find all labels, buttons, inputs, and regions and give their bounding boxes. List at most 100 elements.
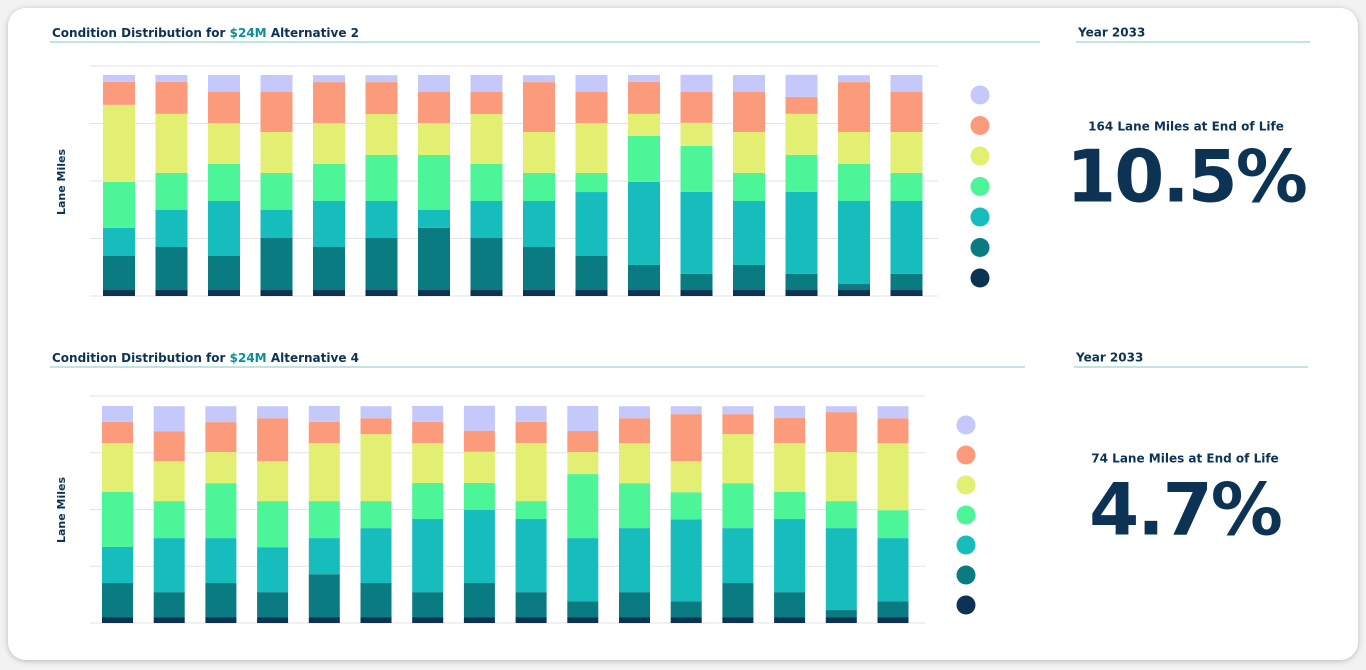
bar-segment [257, 418, 289, 462]
bar-segment [463, 509, 495, 584]
bar-segment [838, 163, 870, 202]
legend-swatch [956, 595, 976, 615]
bar-segment [877, 418, 909, 444]
bar-segment [308, 421, 340, 443]
bar-segment [628, 113, 660, 136]
bar-segment [313, 163, 345, 202]
bar-segment [463, 405, 495, 431]
bar-segment [365, 201, 398, 239]
bar-segment [838, 75, 870, 83]
bar-segment [257, 592, 289, 618]
bar-segment [260, 74, 293, 92]
bar-segment [722, 434, 754, 484]
bar-segment [205, 406, 237, 423]
panel-caption: 164 Lane Miles at End of Life [1088, 120, 1284, 134]
bar-segment [733, 91, 765, 133]
bar-segment [360, 434, 392, 502]
bar-segment [838, 201, 870, 285]
bar-segment [412, 405, 444, 422]
bar-segment [680, 74, 713, 92]
bar-segment [205, 452, 237, 484]
bar-segment [470, 163, 503, 202]
bar-segment [523, 201, 555, 248]
bar-segment [260, 132, 293, 173]
bar-segment [670, 406, 702, 415]
bar-segment [412, 519, 444, 593]
bar-segment [412, 442, 444, 483]
bar-segment [412, 482, 444, 520]
bar-segment [670, 414, 702, 462]
bar-segment [103, 255, 135, 291]
bar-segment [838, 284, 870, 291]
bar-segment [102, 492, 133, 547]
bar-segment [877, 601, 909, 618]
bar-segment [785, 154, 818, 192]
bar-segment [619, 443, 650, 484]
bar-segment [205, 538, 237, 584]
bar-segment [774, 442, 806, 493]
bar-segment [470, 114, 503, 164]
bar-segment [418, 209, 450, 228]
bar-segment [205, 617, 237, 623]
bar-segment [785, 290, 818, 296]
panel-heading: Year 2033 [1075, 351, 1143, 365]
bar-segment [308, 538, 340, 575]
bar-segment [313, 290, 345, 296]
bar-segment [890, 273, 923, 291]
bar-segment [838, 290, 870, 296]
bar-segment [360, 617, 392, 623]
bar-segment [463, 451, 495, 483]
bar-segment [418, 290, 450, 296]
bar-segment [153, 406, 185, 432]
bar-segment [470, 91, 503, 115]
bar-segment [825, 406, 857, 413]
bar-segment [155, 113, 188, 173]
bar-segment [825, 610, 857, 618]
bar-segment [619, 528, 650, 593]
bar-segment [890, 201, 923, 274]
bar-segment [153, 592, 185, 618]
bar-segment [575, 74, 608, 92]
bar-segment [470, 290, 503, 296]
bar-segment [838, 132, 870, 164]
title-suffix: Alternative 2 [271, 26, 359, 40]
bar-segment [155, 290, 188, 296]
bar-segment [155, 172, 188, 210]
title-highlight: $24M [230, 351, 267, 365]
bar-segment [153, 501, 185, 539]
bar-segment [412, 617, 444, 623]
bar-segment [102, 546, 133, 584]
bar-segment [463, 617, 495, 623]
bar-segment [619, 418, 650, 444]
bar-segment [670, 519, 702, 602]
bar-segment [418, 91, 450, 124]
bar-segment [575, 290, 608, 296]
bar-segment [515, 592, 547, 618]
bar-segment [103, 74, 135, 82]
bar-segment [619, 483, 650, 529]
bar-segment [260, 209, 293, 239]
bar-segment [515, 421, 547, 443]
bar-segment [208, 163, 240, 202]
bar-segment [257, 547, 289, 593]
legend-swatch [956, 565, 976, 585]
bar-segment [208, 201, 240, 256]
bar-segment [680, 91, 713, 123]
bar-segment [722, 414, 754, 435]
bar-segment [208, 255, 240, 291]
bar-segment [412, 421, 444, 443]
bar-segment [722, 528, 754, 584]
bar-segment [680, 145, 713, 192]
bar-segment [308, 617, 340, 623]
bar-segment [257, 461, 289, 502]
bar-segment [257, 406, 289, 419]
bar-segment [575, 192, 608, 256]
bar-segment [103, 290, 135, 296]
bar-segment [890, 74, 923, 92]
bar-segment [774, 617, 806, 623]
bar-segment [774, 519, 806, 593]
bar-segment [103, 227, 135, 256]
bar-segment [774, 405, 806, 419]
y-axis-label: Lane Miles [55, 149, 68, 216]
